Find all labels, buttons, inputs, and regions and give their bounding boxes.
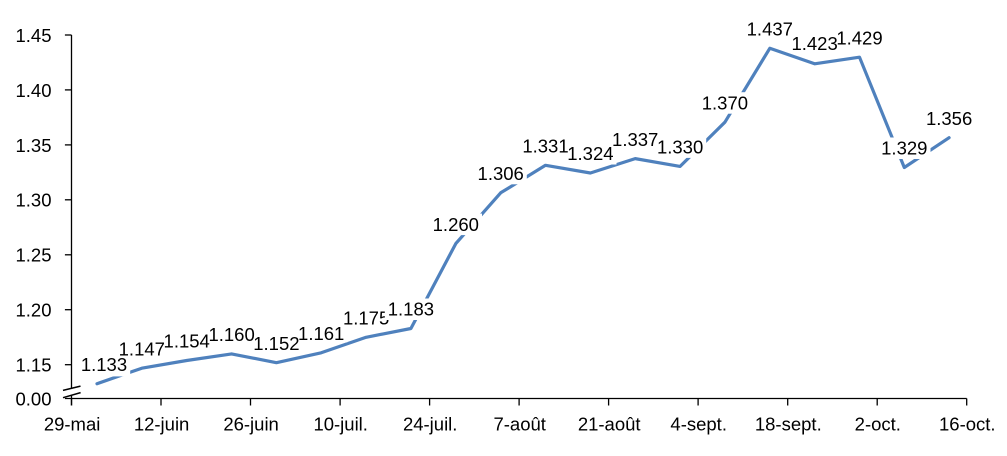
svg-text:1.175: 1.175 xyxy=(343,308,389,329)
svg-text:1.154: 1.154 xyxy=(164,331,210,352)
svg-text:1.437: 1.437 xyxy=(747,19,793,40)
svg-text:12-juin: 12-juin xyxy=(134,414,190,435)
svg-text:1.330: 1.330 xyxy=(657,137,703,158)
svg-text:29-mai: 29-mai xyxy=(44,414,101,435)
svg-text:1.306: 1.306 xyxy=(478,163,524,184)
svg-text:1.183: 1.183 xyxy=(388,299,434,320)
svg-text:1.35: 1.35 xyxy=(15,135,51,156)
svg-text:18-sept.: 18-sept. xyxy=(755,414,822,435)
svg-text:1.260: 1.260 xyxy=(433,214,479,235)
svg-text:1.152: 1.152 xyxy=(253,333,299,354)
svg-text:1.30: 1.30 xyxy=(15,190,51,211)
svg-text:2-oct.: 2-oct. xyxy=(855,414,901,435)
svg-text:1.20: 1.20 xyxy=(15,300,51,321)
svg-text:1.324: 1.324 xyxy=(567,143,613,164)
svg-text:16-oct.: 16-oct. xyxy=(939,414,996,435)
svg-text:1.331: 1.331 xyxy=(522,136,568,157)
svg-text:1.45: 1.45 xyxy=(15,25,51,46)
svg-text:4-sept.: 4-sept. xyxy=(670,414,727,435)
svg-text:0.00: 0.00 xyxy=(15,388,51,409)
svg-text:1.356: 1.356 xyxy=(926,108,972,129)
svg-text:1.25: 1.25 xyxy=(15,245,51,266)
svg-text:10-juil.: 10-juil. xyxy=(313,414,368,435)
svg-text:1.133: 1.133 xyxy=(81,354,127,375)
svg-text:1.337: 1.337 xyxy=(612,129,658,150)
svg-text:1.161: 1.161 xyxy=(298,323,344,344)
svg-text:7-août: 7-août xyxy=(493,414,545,435)
svg-text:1.147: 1.147 xyxy=(119,338,165,359)
svg-text:1.40: 1.40 xyxy=(15,80,51,101)
svg-text:1.15: 1.15 xyxy=(15,355,51,376)
svg-text:26-juin: 26-juin xyxy=(223,414,279,435)
svg-text:1.370: 1.370 xyxy=(702,92,748,113)
svg-text:1.160: 1.160 xyxy=(208,324,254,345)
svg-text:1.429: 1.429 xyxy=(836,27,882,48)
svg-text:21-août: 21-août xyxy=(578,414,641,435)
svg-text:1.329: 1.329 xyxy=(881,138,927,159)
svg-text:1.423: 1.423 xyxy=(791,33,837,54)
svg-text:24-juil.: 24-juil. xyxy=(403,414,458,435)
